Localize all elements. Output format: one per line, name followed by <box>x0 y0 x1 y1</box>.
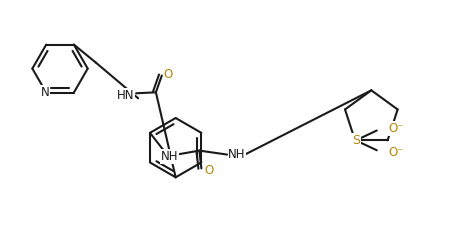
Text: NH: NH <box>161 150 178 163</box>
Text: O: O <box>163 68 172 81</box>
Text: O: O <box>205 164 214 177</box>
Text: S: S <box>352 134 360 147</box>
Text: O⁻: O⁻ <box>389 122 404 135</box>
Text: N: N <box>41 86 49 99</box>
Text: O⁻: O⁻ <box>389 146 404 159</box>
Text: NH: NH <box>228 148 246 161</box>
Text: HN: HN <box>116 89 134 102</box>
